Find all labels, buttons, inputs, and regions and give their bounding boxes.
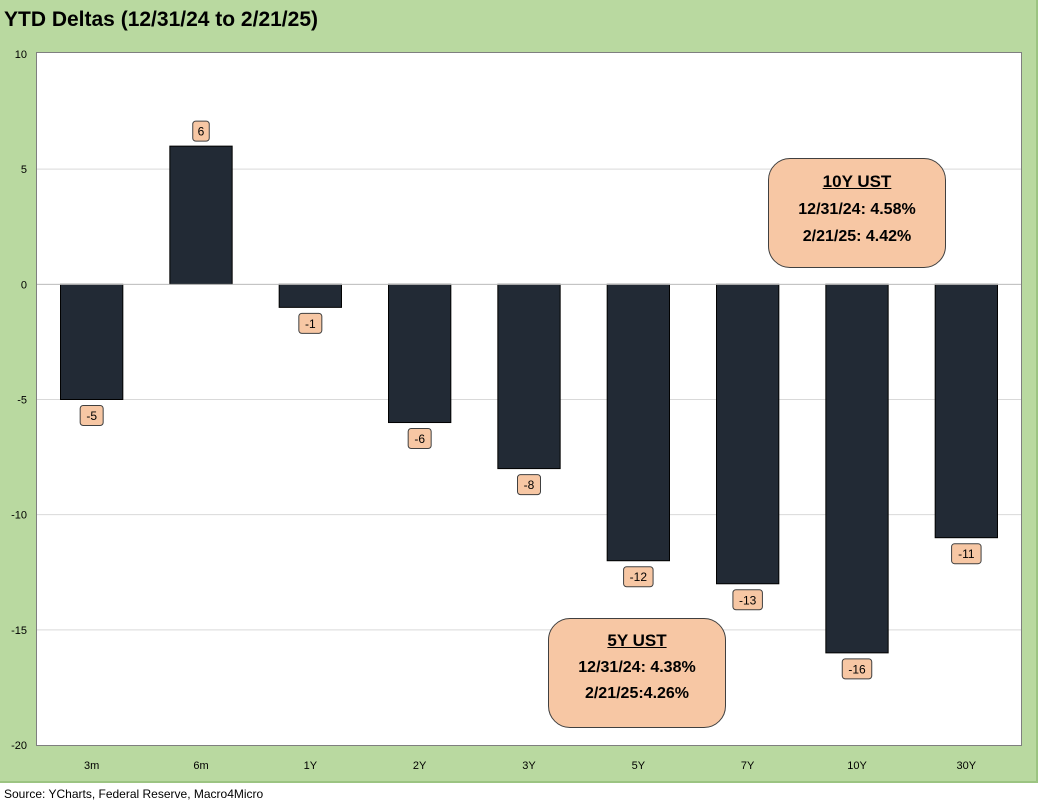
bar-chart: 10 5 0 -5 -10 -15 -20 3m -5 6m 6 1Y -1 2Y -6 3Y -8 5Y -12 7…: [11, 49, 1021, 772]
x-tick-label: 6m: [193, 760, 208, 772]
callout-5y-end: 2/21/25:4.26%: [584, 685, 690, 702]
data-label: -16: [848, 662, 866, 676]
x-tick-label: 3Y: [522, 760, 536, 772]
y-tick-label: -5: [17, 395, 27, 407]
bar: [825, 283, 889, 654]
bar: [278, 283, 342, 308]
chart-title: YTD Deltas (12/31/24 to 2/21/25): [4, 8, 318, 31]
data-label-box: [951, 543, 982, 565]
y-tick-label: -15: [11, 625, 27, 637]
data-label: -11: [958, 547, 975, 561]
x-tick-label: 2Y: [413, 760, 427, 772]
callout-10y-title: 10Y UST: [822, 172, 892, 191]
bar: [388, 283, 452, 424]
x-tick-label: 1Y: [304, 760, 318, 772]
data-label: -13: [739, 593, 757, 607]
bar: [497, 283, 561, 470]
x-tick-label: 7Y: [741, 760, 755, 772]
data-label-box: [407, 428, 432, 450]
bar: [60, 283, 124, 401]
y-tick-label: 0: [21, 279, 27, 291]
data-label: -12: [630, 570, 648, 584]
x-tick-label: 10Y: [847, 760, 867, 772]
source-note: Source: YCharts, Federal Reserve, Macro4…: [4, 787, 264, 801]
callout-10y-start: 12/31/24: 4.58%: [798, 201, 916, 218]
bar: [716, 283, 780, 585]
data-label-box: [841, 658, 873, 680]
callout-10y-ust: 10Y UST 12/31/24: 4.58% 2/21/25: 4.42%: [768, 158, 946, 268]
y-tick-label: 5: [21, 164, 27, 176]
bar: [606, 283, 670, 562]
bar: [934, 283, 998, 539]
callout-10y-end: 2/21/25: 4.42%: [802, 228, 912, 245]
callout-5y-ust: 5Y UST 12/31/24: 4.38% 2/21/25:4.26%: [548, 618, 726, 728]
y-tick-label: -10: [11, 510, 27, 522]
callout-5y-title: 5Y UST: [607, 631, 667, 650]
data-label-box: [79, 405, 104, 426]
data-label: -1: [305, 317, 316, 331]
data-label: -5: [86, 409, 97, 423]
callout-5y-start: 12/31/24: 4.38%: [578, 659, 696, 676]
data-label-box: [517, 474, 541, 496]
x-tick-label: 3m: [84, 760, 99, 772]
data-label-box: [732, 589, 763, 611]
x-tick-label: 5Y: [632, 760, 646, 772]
data-label: -8: [524, 478, 535, 492]
data-label: -6: [414, 432, 425, 446]
data-label: 6: [198, 125, 205, 139]
bar: [169, 145, 233, 285]
data-label-box: [298, 312, 323, 334]
data-label-box: [623, 566, 654, 588]
y-tick-label: 10: [15, 49, 27, 61]
y-tick-label: -20: [11, 740, 27, 752]
x-tick-label: 30Y: [957, 760, 977, 772]
data-label-box: [192, 120, 210, 142]
